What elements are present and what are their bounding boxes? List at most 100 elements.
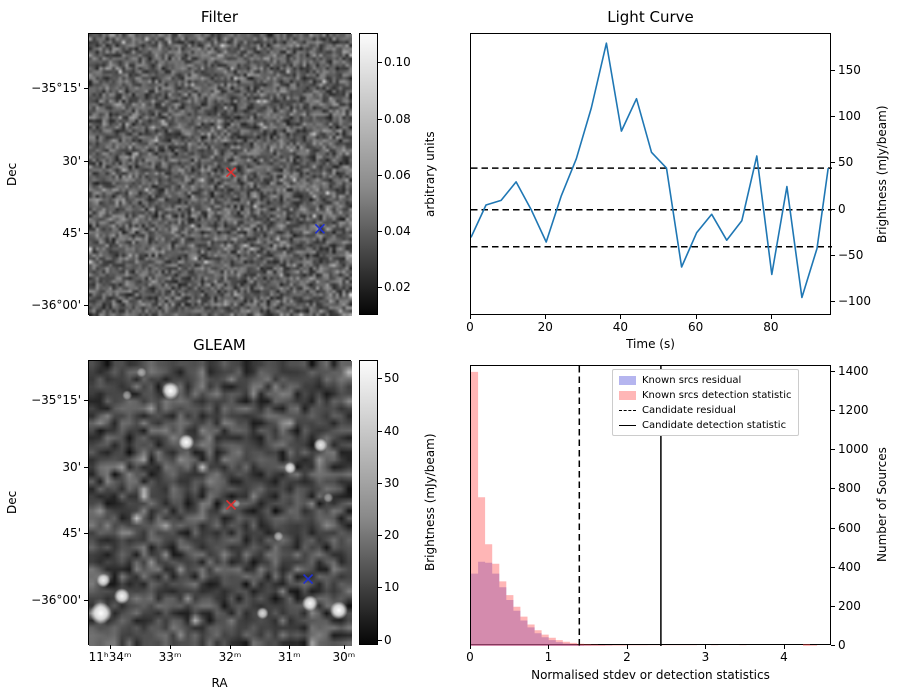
tick-mark bbox=[831, 255, 835, 256]
tick-mark bbox=[378, 378, 382, 379]
tick-mark bbox=[378, 119, 382, 120]
tick-mark bbox=[378, 535, 382, 536]
lightcurve-ytick-label: 100 bbox=[838, 109, 861, 124]
tick-mark bbox=[378, 287, 382, 288]
tick-mark bbox=[84, 161, 88, 162]
lightcurve-xlabel: Time (s) bbox=[626, 337, 675, 351]
histogram-xtick-label: 0 bbox=[466, 650, 474, 664]
tick-mark bbox=[84, 233, 88, 234]
filter-ytick-label: −35°15' bbox=[31, 80, 81, 95]
histogram-ytick-label: 1000 bbox=[838, 442, 869, 457]
lightcurve-ytick-label: 0 bbox=[838, 201, 846, 216]
tick-mark bbox=[831, 488, 835, 489]
filter-ytick-label: −36°00' bbox=[31, 298, 81, 313]
legend-label: Candidate detection statistic bbox=[642, 419, 787, 431]
lightcurve-ytick-label: −50 bbox=[838, 247, 864, 262]
lightcurve-ytick-label: −100 bbox=[838, 294, 871, 309]
gleam-xtick-label: 31ᵐ bbox=[277, 650, 301, 664]
histogram-ytick-label: 400 bbox=[838, 559, 861, 574]
tick-mark bbox=[470, 315, 471, 319]
tick-mark bbox=[84, 467, 88, 468]
tick-mark bbox=[230, 645, 231, 649]
gleam-colorbar bbox=[359, 360, 378, 645]
tick-mark bbox=[784, 645, 785, 649]
tick-mark bbox=[831, 70, 835, 71]
tick-mark bbox=[627, 645, 628, 649]
tick-mark bbox=[831, 116, 835, 117]
tick-mark bbox=[831, 528, 835, 529]
histogram-series bbox=[471, 561, 825, 646]
filter-plot-area bbox=[88, 33, 352, 316]
tick-mark bbox=[831, 301, 835, 302]
tick-mark bbox=[831, 449, 835, 450]
tick-mark bbox=[545, 315, 546, 319]
tick-mark bbox=[378, 231, 382, 232]
gleam-ytick-label: −35°15' bbox=[31, 392, 81, 407]
gleam-xtick-label: 32ᵐ bbox=[218, 650, 242, 664]
lightcurve-xtick-label: 60 bbox=[687, 320, 704, 334]
histogram-ytick-label: 600 bbox=[838, 520, 861, 535]
gleam-xtick-label: 33ᵐ bbox=[158, 650, 182, 664]
gleam-colorbar-label: Brightness (mJy/beam) bbox=[423, 433, 437, 572]
histogram-xtick-label: 4 bbox=[780, 650, 788, 664]
histogram-ytick-label: 1400 bbox=[838, 363, 869, 378]
tick-mark bbox=[378, 62, 382, 63]
filter-colorbar-tick-label: 0.04 bbox=[384, 223, 411, 238]
legend-item: Known srcs residual bbox=[619, 374, 791, 386]
tick-mark bbox=[84, 600, 88, 601]
gleam-title: GLEAM bbox=[193, 336, 246, 354]
histogram-ytick-label: 200 bbox=[838, 598, 861, 613]
legend-label: Candidate residual bbox=[642, 404, 736, 416]
filter-title: Filter bbox=[200, 8, 239, 26]
gleam-marker-overlay bbox=[225, 499, 314, 585]
gleam-sky-image bbox=[89, 361, 352, 646]
histogram-ytick-label: 800 bbox=[838, 481, 861, 496]
tick-mark bbox=[84, 305, 88, 306]
legend-label: Known srcs residual bbox=[642, 374, 742, 386]
gleam-ytick-label: −36°00' bbox=[31, 592, 81, 607]
filter-colorbar-label: arbitrary units bbox=[423, 131, 437, 217]
tick-mark bbox=[831, 410, 835, 411]
tick-mark bbox=[378, 640, 382, 641]
gleam-colorbar-tick-label: 20 bbox=[384, 528, 400, 543]
gleam-colorbar-tick-label: 40 bbox=[384, 423, 400, 438]
tick-mark bbox=[831, 606, 835, 607]
legend-label: Known srcs detection statistic bbox=[642, 389, 792, 401]
tick-mark bbox=[831, 209, 835, 210]
tick-mark bbox=[110, 645, 111, 649]
gleam-xtick-label: 30ᵐ bbox=[332, 650, 356, 664]
filter-marker-overlay bbox=[225, 167, 325, 234]
gleam-colorbar-tick-label: 30 bbox=[384, 475, 400, 490]
tick-mark bbox=[378, 175, 382, 176]
legend-item: Candidate detection statistic bbox=[619, 419, 791, 431]
filter-colorbar-tick-label: 0.02 bbox=[384, 279, 411, 294]
tick-mark bbox=[620, 315, 621, 319]
tick-mark bbox=[548, 645, 549, 649]
lightcurve-xtick-label: 0 bbox=[466, 320, 474, 334]
tick-mark bbox=[705, 645, 706, 649]
lightcurve-plot-area bbox=[470, 33, 832, 315]
filter-ylabel: Dec bbox=[5, 162, 19, 186]
lightcurve-xtick-label: 80 bbox=[763, 320, 779, 334]
legend-patch-swatch bbox=[619, 375, 636, 385]
filter-ytick-label: 30' bbox=[62, 153, 81, 168]
filter-colorbar-tick-label: 0.06 bbox=[384, 167, 411, 182]
tick-mark bbox=[470, 645, 471, 649]
lightcurve-line bbox=[471, 42, 829, 299]
legend-line-sample bbox=[619, 424, 636, 426]
gleam-xtick-label: 11ʰ34ᵐ bbox=[88, 650, 132, 664]
histogram-ytick-label: 1200 bbox=[838, 403, 869, 418]
histogram-series bbox=[471, 371, 825, 646]
gleam-plot-area bbox=[88, 360, 352, 646]
tick-mark bbox=[831, 162, 835, 163]
legend-patch-swatch bbox=[619, 390, 636, 400]
tick-mark bbox=[84, 400, 88, 401]
legend-line-sample bbox=[619, 409, 636, 411]
tick-mark bbox=[771, 315, 772, 319]
tick-mark bbox=[289, 645, 290, 649]
filter-ytick-label: 45' bbox=[62, 225, 81, 240]
gleam-ytick-label: 45' bbox=[62, 525, 81, 540]
known-source-position bbox=[303, 573, 314, 585]
gleam-ytick-label: 30' bbox=[62, 459, 81, 474]
